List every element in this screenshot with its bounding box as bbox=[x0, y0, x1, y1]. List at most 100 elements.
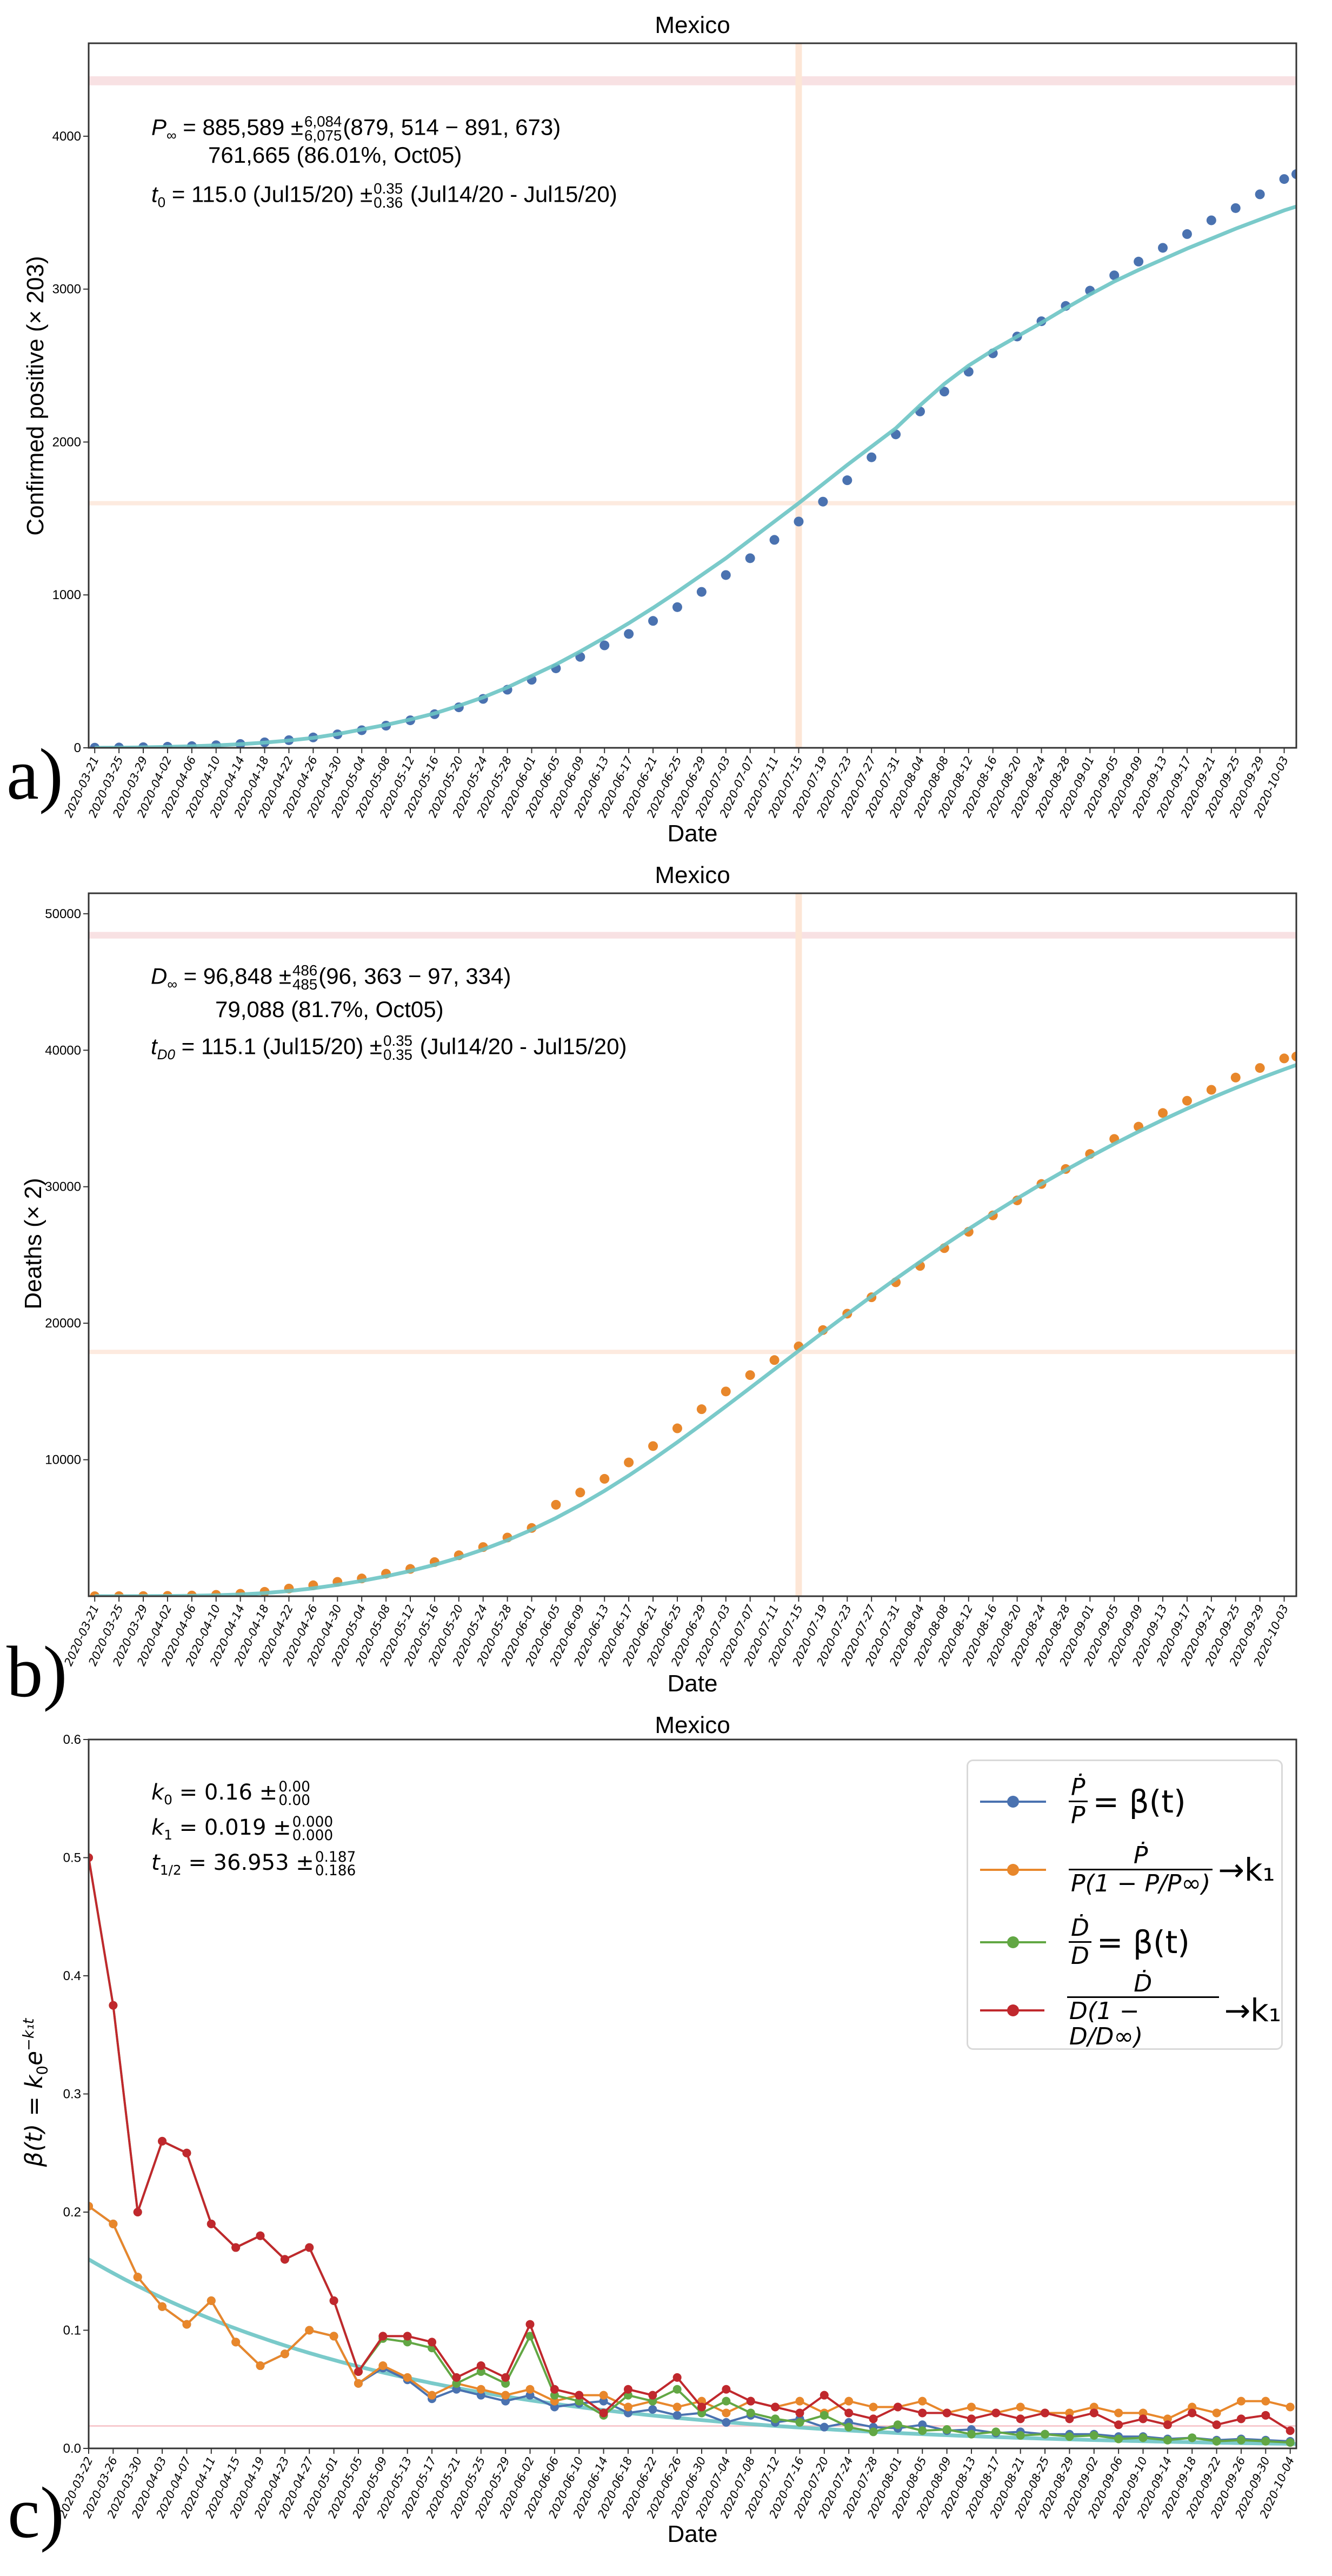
data-point-red bbox=[403, 2332, 412, 2341]
legend-item: Ṗ P(1 − P/P∞) →k₁ bbox=[968, 1835, 1275, 1905]
data-point-blue bbox=[1182, 229, 1192, 239]
data-point-orange bbox=[1114, 2408, 1123, 2418]
data-point-green bbox=[1065, 2432, 1074, 2441]
denominator: D(1 − D/D∞) bbox=[1067, 1996, 1219, 2049]
data-point-orange bbox=[648, 1441, 658, 1451]
chart-a-annotation-current: 761,665 (86.01%, Oct05) bbox=[208, 142, 462, 168]
numerator: Ḋ bbox=[1134, 1970, 1153, 1998]
legend-line-red bbox=[980, 2004, 1044, 2016]
legend-item: Ḋ D(1 − D/D∞) →k₁ bbox=[968, 1971, 1281, 2049]
data-point-green bbox=[1188, 2433, 1197, 2442]
data-point-red bbox=[89, 1853, 93, 1862]
lower-error: 0.36 bbox=[374, 194, 403, 211]
data-point-red bbox=[1016, 2414, 1025, 2424]
data-point-orange bbox=[918, 2396, 927, 2406]
ylabel-sub: 0 bbox=[34, 2066, 51, 2075]
legend-line-green bbox=[980, 1936, 1046, 1948]
chart-c-annotation-half-life: t1/2 = 36.953 ±0.187 0.186 bbox=[151, 1850, 357, 1878]
legend-rhs: = β(t) bbox=[1096, 1924, 1190, 1961]
data-point-orange bbox=[158, 2302, 167, 2311]
legend-marker bbox=[1007, 1796, 1019, 1808]
data-point-red bbox=[1236, 2414, 1246, 2424]
data-point-blue bbox=[1255, 189, 1265, 200]
data-point-orange bbox=[769, 1355, 780, 1365]
data-point-orange bbox=[354, 2379, 363, 2388]
plot-area bbox=[89, 893, 1296, 1596]
symbol: k bbox=[151, 1780, 164, 1805]
data-point-orange bbox=[1212, 2408, 1221, 2418]
lower-error: 0.00 bbox=[278, 1792, 310, 1809]
data-point-orange bbox=[109, 2219, 118, 2228]
data-point-orange bbox=[476, 2385, 485, 2394]
data-point-green bbox=[1286, 2438, 1295, 2447]
data-point-orange bbox=[403, 2373, 412, 2382]
lower-error: 0.35 bbox=[383, 1046, 412, 1064]
legend-rhs: →k₁ bbox=[1218, 1851, 1275, 1888]
chart-c-annotation-k1: k1 = 0.019 ±0.000 0.000 bbox=[151, 1815, 334, 1843]
subscript: 0 bbox=[164, 1792, 172, 1808]
chart-c-ylabel: β(t) = k0e−k₁t bbox=[21, 2019, 51, 2167]
data-point-green bbox=[893, 2420, 902, 2429]
data-point-orange bbox=[599, 2391, 608, 2400]
range: (879, 514 − 891, 673) bbox=[343, 114, 561, 140]
data-point-green bbox=[1041, 2429, 1050, 2439]
symbol: t bbox=[151, 1850, 160, 1876]
data-point-red bbox=[1188, 2408, 1197, 2418]
value: = 885,589 ± bbox=[176, 114, 303, 140]
series-line-orange bbox=[89, 2205, 1291, 2420]
data-point-red bbox=[722, 2385, 731, 2394]
data-point-orange bbox=[672, 2402, 682, 2412]
panel-label-c: c) bbox=[8, 2473, 64, 2553]
y-tick-label: 50000 bbox=[45, 907, 81, 921]
data-point-blue bbox=[1158, 243, 1168, 253]
chart-a-annotation-pinf: P∞ = 885,589 ±6,084 6,075 (879, 514 − 891,… bbox=[151, 114, 561, 143]
data-point-orange bbox=[256, 2361, 265, 2371]
data-point-blue bbox=[672, 602, 682, 612]
y-tick-label: 0.3 bbox=[63, 2087, 81, 2102]
upper-error: 0.35 bbox=[383, 1032, 412, 1049]
data-point-red bbox=[158, 2136, 167, 2146]
p-inf-confidence-band bbox=[89, 76, 1296, 85]
legend-marker bbox=[1007, 1864, 1019, 1876]
chart-c-annotation-k0: k0 = 0.16 ±0.00 0.00 bbox=[151, 1780, 311, 1809]
data-point-red bbox=[1114, 2420, 1123, 2429]
denominator: D bbox=[1069, 1941, 1091, 1969]
data-point-red bbox=[967, 2414, 976, 2424]
data-point-blue bbox=[939, 387, 949, 397]
data-point-orange bbox=[1236, 2396, 1246, 2406]
data-point-orange bbox=[721, 1386, 731, 1397]
subscript: ∞ bbox=[166, 127, 177, 143]
data-point-red bbox=[1138, 2414, 1148, 2424]
data-point-red bbox=[133, 2208, 142, 2216]
legend-rhs: →k₁ bbox=[1224, 1992, 1281, 2029]
chart-b-annotation-td0: tD0 = 115.1 (Jul15/20) ±0.35 0.35 (Jul14/… bbox=[151, 1032, 627, 1064]
data-point-orange bbox=[207, 2296, 216, 2305]
data-point-blue bbox=[1230, 203, 1241, 213]
chart-b-ylabel: Deaths (× 2) bbox=[20, 1178, 46, 1310]
data-point-blue bbox=[1206, 215, 1216, 225]
data-point-blue bbox=[1291, 169, 1296, 180]
data-point-orange bbox=[280, 2349, 289, 2359]
fit-curve bbox=[95, 204, 1296, 748]
data-point-orange bbox=[967, 2402, 976, 2412]
data-point-red bbox=[672, 2373, 682, 2382]
data-point-orange bbox=[1206, 1085, 1216, 1095]
data-point-orange bbox=[623, 2402, 632, 2412]
data-point-red bbox=[918, 2408, 927, 2418]
data-point-green bbox=[844, 2422, 854, 2432]
chart-b-xlabel: Date bbox=[667, 1670, 718, 1697]
data-point-blue bbox=[648, 616, 658, 626]
data-point-blue bbox=[600, 640, 610, 650]
data-point-red bbox=[771, 2402, 780, 2412]
data-point-red bbox=[746, 2396, 755, 2406]
legend-marker bbox=[1007, 1936, 1019, 1948]
numerator: Ṗ bbox=[1133, 1842, 1148, 1870]
y-tick-label: 0.5 bbox=[63, 1851, 81, 1865]
data-point-orange bbox=[1255, 1063, 1265, 1073]
range: (Jul14/20 - Jul15/20) bbox=[404, 181, 617, 207]
denominator: P bbox=[1069, 1800, 1088, 1828]
data-point-red bbox=[428, 2338, 437, 2347]
